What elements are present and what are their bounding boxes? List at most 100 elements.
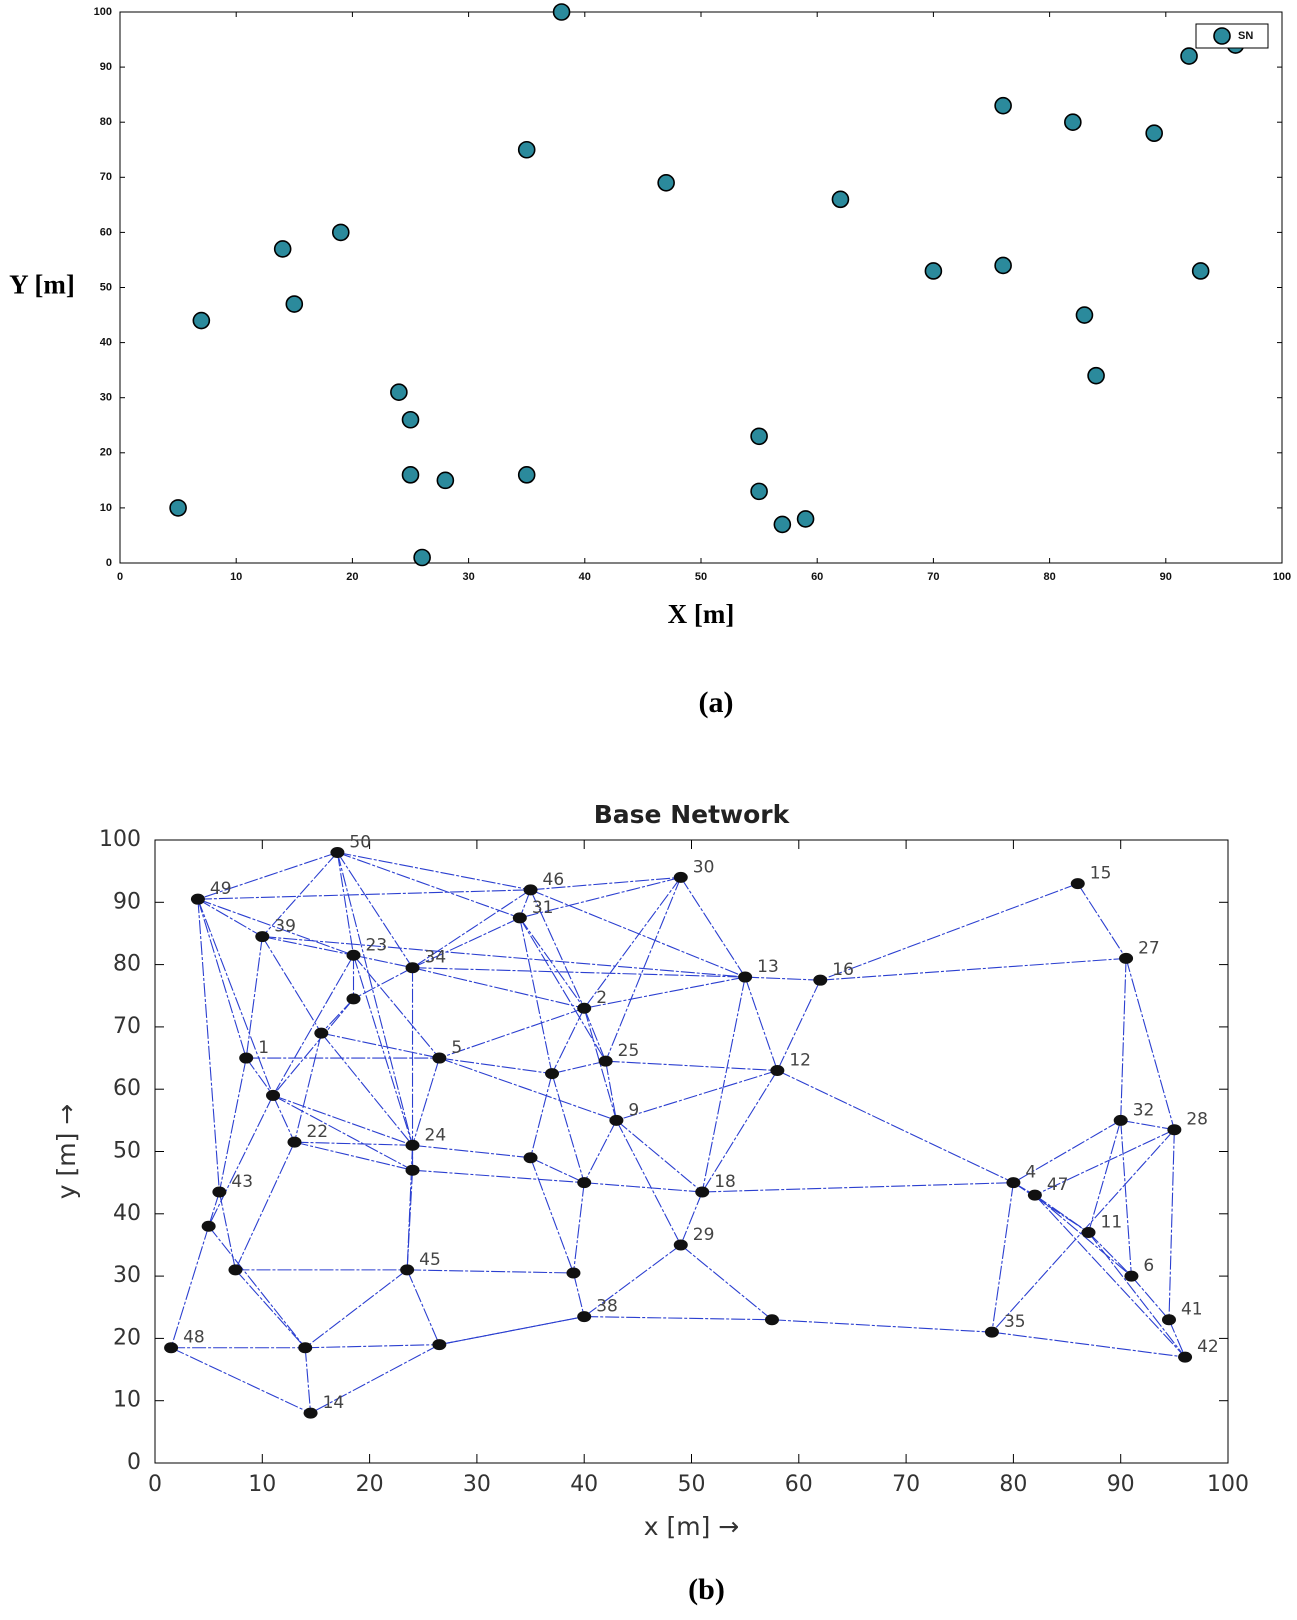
node [598,1055,613,1067]
data-point [401,410,420,429]
node [577,1002,592,1014]
node [405,1139,420,1151]
node [1119,952,1134,964]
node [673,871,688,883]
edge [245,936,263,1059]
edge [572,1272,585,1317]
x-axis-label: X [m] [668,599,735,629]
edge [616,1119,703,1193]
y-tick-label: 10 [100,502,112,514]
node-label: 30 [693,857,715,877]
edge [701,1070,778,1193]
edge [1168,1319,1186,1358]
edge [406,1170,414,1270]
edge [412,889,531,969]
data-point [517,140,536,159]
chart-title: Base Network [594,800,791,829]
edge [262,936,746,978]
edge [771,1319,992,1333]
x-axis-label: x [m] → [644,1512,740,1541]
node [405,1164,420,1176]
node [1167,1124,1182,1136]
edge [272,1094,413,1146]
x-tick-label: 50 [695,571,707,583]
node [609,1114,624,1126]
edge [412,1169,585,1184]
y-tick-label: 80 [113,952,141,977]
node-label: 48 [183,1328,205,1348]
edge [197,898,263,938]
x-tick-label: 60 [785,1472,813,1497]
edge [234,1141,295,1271]
edge [583,1120,617,1183]
node [298,1342,313,1354]
node-label: 18 [714,1172,736,1192]
edge [1013,1182,1089,1233]
node [512,912,527,924]
y-tick-label: 10 [113,1388,141,1413]
edge [530,1157,585,1184]
edge [337,851,531,891]
edge [1120,1119,1175,1131]
node [228,1264,243,1276]
node-label: 13 [757,957,779,977]
node-label: 28 [1186,1110,1208,1130]
edge [336,852,414,1146]
edge [1168,1129,1175,1320]
edge [235,1269,306,1349]
edge [245,1057,274,1096]
y-tick-label: 80 [100,116,112,128]
edge [605,1061,617,1121]
data-point [994,96,1012,115]
y-axis-label: Y [m] [9,270,75,300]
node-label: 43 [231,1172,253,1192]
node [673,1239,688,1251]
node-label: 4 [1025,1163,1036,1183]
edge [519,917,585,1009]
edge [777,1070,1014,1184]
edge [272,1094,413,1171]
x-tick-label: 40 [579,571,591,583]
y-tick-label: 90 [100,61,112,73]
data-point [1180,47,1198,65]
node-label: 47 [1047,1175,1069,1195]
node [164,1342,179,1354]
data-point [750,482,768,501]
node [432,1052,447,1064]
legend-box [1195,23,1269,49]
x-tick-label: 0 [148,1472,162,1497]
edge [820,883,1078,981]
edge [412,967,585,1009]
x-tick-label: 20 [356,1472,384,1497]
data-point [750,427,768,446]
edge [208,1225,306,1349]
y-axis-label: y [m] → [52,1104,81,1200]
node-label: 2 [596,988,607,1008]
edge [304,1347,312,1414]
node [1161,1314,1176,1326]
node-label: 9 [628,1100,639,1120]
edge [439,1057,617,1121]
edge [519,876,681,919]
edge [776,979,821,1071]
edge [1087,1120,1122,1233]
edge [261,852,338,937]
data-point [273,240,292,258]
x-tick-label: 10 [248,1472,276,1497]
node [577,1311,592,1323]
edge [991,1331,1186,1358]
data-point [401,466,420,484]
node-label: 12 [789,1051,811,1071]
node-label: 45 [419,1250,441,1270]
edge [680,1191,703,1246]
x-tick-label: 70 [927,571,939,583]
edge [1088,1232,1186,1358]
node-label: 41 [1181,1300,1203,1320]
data-point [390,383,408,401]
node-label: 38 [596,1297,618,1317]
data-point [1087,366,1105,385]
x-tick-label: 40 [570,1472,598,1497]
edge [530,1157,574,1274]
